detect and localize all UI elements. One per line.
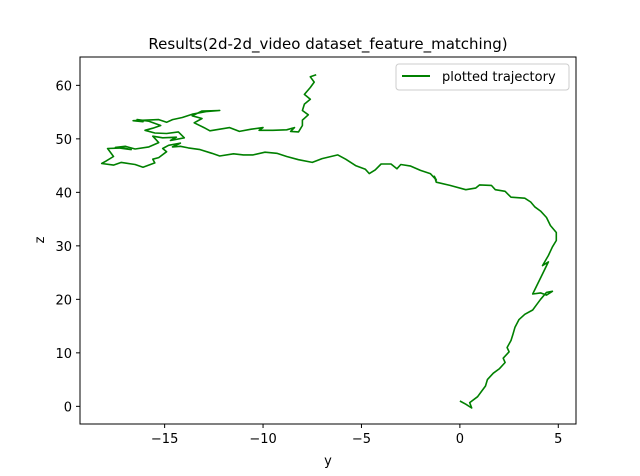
y-tick-label: 40 — [55, 186, 72, 201]
y-axis-label: z — [33, 236, 48, 243]
x-tick-label: 5 — [554, 432, 562, 447]
y-tick-label: 30 — [55, 240, 72, 255]
y-axis: 0 10 20 30 40 50 60 — [55, 79, 80, 415]
chart-title: Results(2d-2d_video dataset_feature_matc… — [148, 35, 507, 54]
x-tick-label: 0 — [456, 432, 464, 447]
y-tick-label: 60 — [55, 79, 72, 94]
x-tick-label: −15 — [151, 432, 178, 447]
x-tick-label: −5 — [352, 432, 371, 447]
legend: plotted trajectory — [395, 63, 570, 91]
plot-area — [100, 73, 558, 409]
y-tick-label: 20 — [55, 293, 72, 308]
x-tick-label: −10 — [249, 432, 276, 447]
legend-label: plotted trajectory — [442, 70, 556, 85]
y-tick-label: 50 — [55, 133, 72, 148]
trajectory-series-line — [100, 73, 558, 409]
x-axis-label: y — [324, 454, 332, 469]
x-axis: −15 −10 −5 0 5 — [151, 424, 562, 447]
y-tick-label: 0 — [64, 400, 72, 415]
plot-frame — [79, 56, 577, 425]
y-tick-label: 10 — [55, 347, 72, 362]
legend-box — [395, 63, 570, 91]
